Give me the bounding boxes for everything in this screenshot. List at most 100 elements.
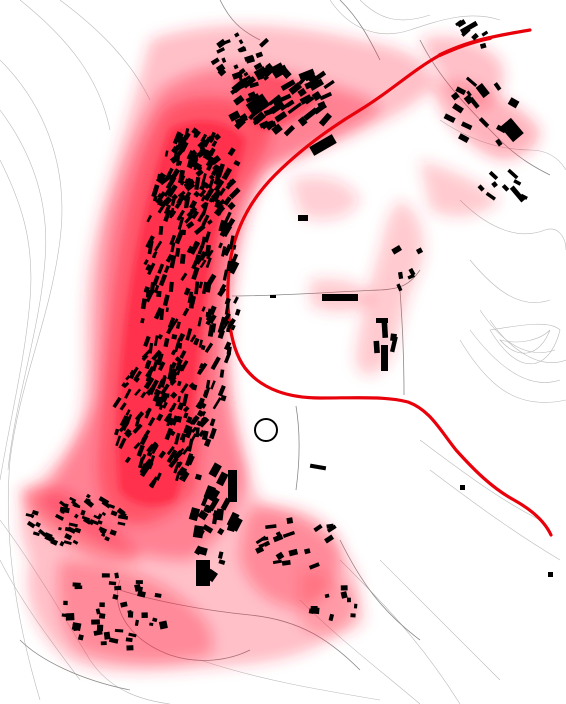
building bbox=[163, 186, 172, 197]
building bbox=[181, 472, 190, 483]
building bbox=[201, 416, 208, 424]
building bbox=[174, 229, 185, 245]
building bbox=[61, 613, 67, 618]
building bbox=[208, 197, 214, 203]
building bbox=[179, 350, 187, 359]
building bbox=[183, 287, 191, 296]
building bbox=[230, 253, 239, 266]
building bbox=[373, 340, 380, 354]
building bbox=[207, 219, 213, 225]
building bbox=[218, 242, 223, 249]
building bbox=[139, 464, 151, 478]
building bbox=[214, 190, 222, 203]
building bbox=[213, 177, 221, 186]
building bbox=[174, 339, 181, 353]
building bbox=[114, 572, 120, 579]
building bbox=[120, 601, 128, 608]
building bbox=[210, 380, 216, 390]
building bbox=[468, 96, 480, 109]
building bbox=[171, 193, 179, 201]
building bbox=[189, 334, 197, 343]
building bbox=[202, 139, 209, 146]
building bbox=[223, 196, 232, 206]
building bbox=[509, 185, 526, 203]
building bbox=[175, 247, 181, 257]
building bbox=[201, 281, 208, 295]
building bbox=[180, 383, 189, 394]
building bbox=[208, 178, 215, 189]
building bbox=[184, 214, 194, 224]
building bbox=[143, 376, 155, 390]
building bbox=[396, 283, 403, 292]
building bbox=[194, 176, 201, 191]
building bbox=[205, 379, 211, 389]
building bbox=[72, 539, 79, 545]
building bbox=[191, 266, 200, 281]
building bbox=[190, 414, 200, 426]
building bbox=[64, 526, 76, 533]
building bbox=[98, 613, 106, 619]
building bbox=[112, 594, 119, 600]
building bbox=[153, 388, 159, 396]
building bbox=[164, 150, 169, 157]
building bbox=[203, 187, 215, 202]
building bbox=[195, 168, 204, 177]
building bbox=[149, 622, 154, 627]
building bbox=[124, 456, 132, 464]
building bbox=[311, 90, 322, 102]
buildings bbox=[25, 19, 553, 651]
building bbox=[475, 82, 490, 99]
building bbox=[520, 193, 528, 200]
building bbox=[99, 528, 107, 535]
building bbox=[216, 38, 227, 49]
building bbox=[108, 637, 119, 644]
building bbox=[245, 93, 260, 103]
building bbox=[189, 200, 198, 210]
building bbox=[209, 427, 217, 440]
building bbox=[169, 175, 177, 183]
building bbox=[270, 295, 276, 298]
building bbox=[184, 177, 193, 188]
building bbox=[210, 356, 221, 371]
building bbox=[133, 442, 141, 450]
building bbox=[139, 463, 147, 474]
building bbox=[217, 385, 226, 397]
building bbox=[194, 473, 202, 481]
building bbox=[155, 172, 167, 184]
building bbox=[313, 523, 323, 533]
building bbox=[459, 20, 479, 35]
building bbox=[155, 472, 162, 481]
building bbox=[172, 131, 182, 145]
building bbox=[298, 215, 308, 221]
building bbox=[174, 432, 181, 445]
building bbox=[116, 507, 126, 517]
building bbox=[154, 592, 162, 598]
building bbox=[141, 354, 149, 362]
building bbox=[234, 308, 241, 316]
building bbox=[223, 211, 232, 224]
building bbox=[500, 117, 524, 143]
building bbox=[200, 194, 206, 202]
building bbox=[198, 429, 205, 438]
building bbox=[177, 332, 186, 342]
building bbox=[465, 76, 478, 87]
building bbox=[488, 170, 499, 181]
building bbox=[219, 369, 225, 378]
building bbox=[263, 107, 276, 117]
building bbox=[308, 562, 320, 570]
building bbox=[268, 65, 275, 72]
building bbox=[149, 478, 157, 489]
building bbox=[140, 391, 147, 399]
building bbox=[98, 496, 110, 505]
building bbox=[140, 317, 145, 324]
building bbox=[340, 585, 348, 591]
building bbox=[182, 307, 190, 317]
building bbox=[271, 123, 283, 135]
building bbox=[97, 520, 103, 525]
building bbox=[223, 225, 233, 238]
building bbox=[167, 417, 175, 426]
building bbox=[194, 224, 206, 236]
building bbox=[165, 307, 169, 313]
building bbox=[198, 362, 205, 370]
building bbox=[200, 402, 207, 409]
